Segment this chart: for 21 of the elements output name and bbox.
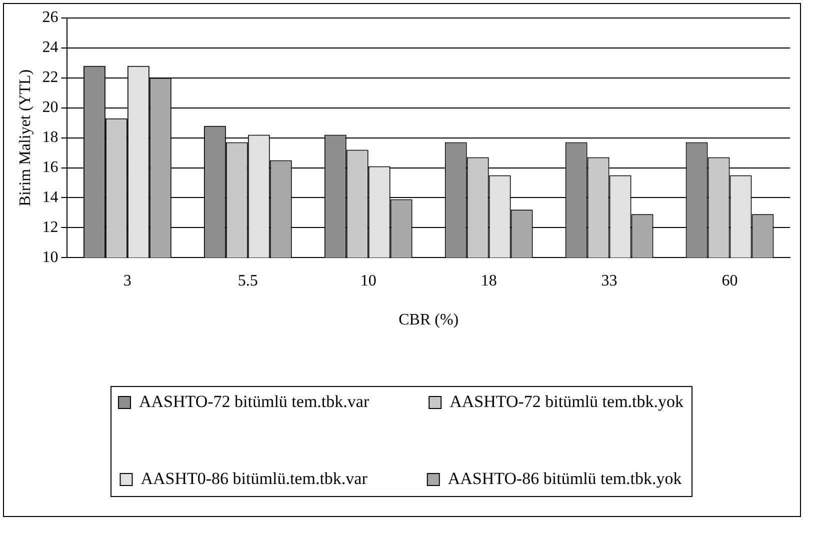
legend-label: AASHTO-72 bitümlü tem.tbk.yok	[450, 392, 684, 411]
legend-label: AASHT0-86 bitümlü.tem.tbk.var	[140, 468, 368, 488]
y-tick-label: 22	[42, 69, 58, 86]
y-tick-label: 14	[42, 188, 58, 206]
x-tick-label: 10	[360, 272, 376, 290]
y-axis-title: Birim Maliyet (YTL)	[16, 69, 34, 206]
y-tick-label: 16	[42, 158, 58, 176]
legend-label: AASHTO-72 bitümlü tem.tbk.var	[138, 392, 370, 411]
x-tick-label: 60	[722, 272, 738, 290]
y-tick-label: 18	[42, 129, 58, 146]
x-axis-title: CBR (%)	[398, 312, 459, 329]
x-tick-label: 3	[123, 272, 132, 290]
y-tick-label: 12	[42, 218, 58, 236]
x-tick-label: 5.5	[238, 272, 258, 290]
y-tick-label: 20	[42, 99, 58, 116]
y-tick-label: 24	[42, 39, 58, 56]
y-tick-label: 26	[42, 9, 58, 26]
legend-label: AASHTO-86 bitümlü tem.tbk.yok	[448, 468, 682, 488]
x-tick-label: 33	[601, 272, 618, 290]
x-tick-label: 18	[480, 272, 497, 290]
y-tick-label: 10	[42, 248, 58, 266]
